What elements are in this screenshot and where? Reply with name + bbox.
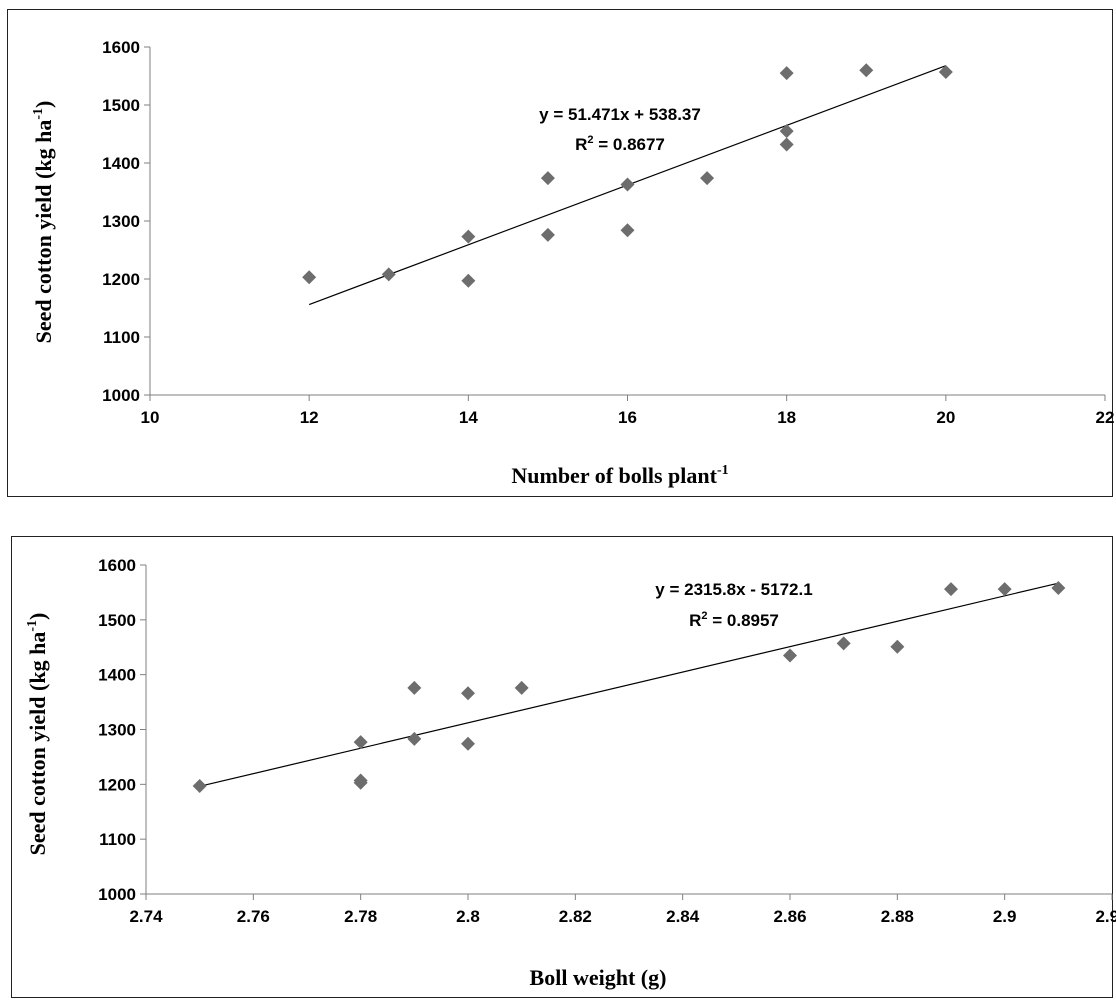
c1-x-tick-label: 16 <box>618 408 637 427</box>
c2-x-tick-label: 2.84 <box>666 907 700 926</box>
c2-data-point <box>407 731 422 746</box>
c1-x-tick-label: 12 <box>300 408 319 427</box>
c2-y-tick-label: 1100 <box>99 830 136 849</box>
c1-y-tick-label: 1200 <box>102 270 140 289</box>
c1-data-point <box>461 273 476 288</box>
c1-y-tick-label: 1100 <box>103 328 140 347</box>
c1-data-point <box>620 177 635 192</box>
c1-y-tick-label: 1000 <box>102 386 140 405</box>
chart-bolls-svg: 1000 1100 1200 1300 1400 1500 1600 10 12 14 16 18 20… <box>31 38 1115 488</box>
c1-x-tick-label: 18 <box>777 408 796 427</box>
c1-y-tick-label: 1600 <box>102 38 140 57</box>
c1-x-tick-label: 14 <box>459 408 478 427</box>
c1-r-squared: R2 = 0.8677 <box>575 134 665 154</box>
c1-data-point <box>779 124 794 139</box>
c1-x-tick-label: 22 <box>1096 408 1115 427</box>
c1-y-axis-title: Seed cotton yield (kg ha-1) <box>31 101 56 344</box>
c1-equation: y = 51.471x + 538.37 <box>539 105 701 124</box>
c2-x-tick-label: 2.74 <box>129 907 163 926</box>
c1-data-point <box>620 223 635 238</box>
c1-data-point <box>381 267 396 282</box>
c2-y-tick-label: 1600 <box>98 556 136 575</box>
c1-data-point <box>302 270 317 285</box>
c1-data-point <box>540 171 555 186</box>
c2-y-tick-label: 1200 <box>98 775 136 794</box>
c1-data-point <box>779 66 794 81</box>
c2-data-point <box>514 680 529 695</box>
c2-y-axis-title: Seed cotton yield (kg ha-1) <box>25 613 50 856</box>
c2-x-tick-label: 2.78 <box>344 907 377 926</box>
c2-y-tick-label: 1500 <box>98 611 136 630</box>
c2-y-tick-label: 1400 <box>98 666 136 685</box>
c2-data-point <box>997 582 1012 597</box>
c2-data-point <box>783 648 797 663</box>
c2-x-axis-title: Boll weight (g) <box>530 965 667 990</box>
c2-x-tick-label: 2.9 <box>993 907 1017 926</box>
c2-x-tick-label: 2.92 <box>1095 907 1116 926</box>
c2-r-squared: R2 = 0.8957 <box>689 610 779 630</box>
c2-y-tick-label: 1000 <box>98 885 136 904</box>
c1-data-point <box>540 227 555 242</box>
chart-bollweight-vs-yield: 1000 1100 1200 1300 1400 1500 1600 2.74 2.76 2.78… <box>11 536 1116 998</box>
c2-data-point <box>836 636 851 651</box>
c2-data-point <box>353 775 368 790</box>
c2-equation: y = 2315.8x - 5172.1 <box>655 580 812 599</box>
chart-bolls-vs-yield: 1000 1100 1200 1300 1400 1500 1600 10 12 14 16 18 20… <box>7 9 1115 497</box>
c1-data-point <box>700 171 715 186</box>
c2-x-tick-label: 2.88 <box>881 907 914 926</box>
c2-data-point <box>461 736 475 751</box>
c1-data-point <box>779 137 794 152</box>
c1-x-axis-title: Number of bolls plant-1 <box>511 463 728 488</box>
c2-x-tick-label: 2.8 <box>456 907 480 926</box>
c2-y-tick-label: 1300 <box>98 721 136 740</box>
c2-data-point <box>407 680 422 695</box>
c1-data-point <box>461 229 476 244</box>
chart-bollweight-svg: 1000 1100 1200 1300 1400 1500 1600 2.74 2.76 2.78… <box>25 556 1116 990</box>
c2-data-point <box>353 735 368 750</box>
c2-x-tick-label: 2.82 <box>559 907 592 926</box>
c2-data-point <box>1051 581 1066 596</box>
c1-y-tick-label: 1500 <box>102 96 140 115</box>
c2-data-point <box>944 582 958 597</box>
c2-data-point <box>461 686 475 701</box>
c1-y-tick-label: 1300 <box>102 212 140 231</box>
c1-data-point <box>938 64 953 79</box>
c2-x-tick-label: 2.86 <box>773 907 806 926</box>
c2-data-point <box>192 778 207 793</box>
c1-x-tick-label: 20 <box>936 408 955 427</box>
c2-data-point <box>890 639 905 654</box>
c1-data-point <box>859 63 874 78</box>
c2-trendline <box>199 582 1059 787</box>
c1-x-tick-label: 10 <box>141 408 160 427</box>
c2-x-tick-label: 2.76 <box>237 907 270 926</box>
c1-y-tick-label: 1400 <box>102 154 140 173</box>
